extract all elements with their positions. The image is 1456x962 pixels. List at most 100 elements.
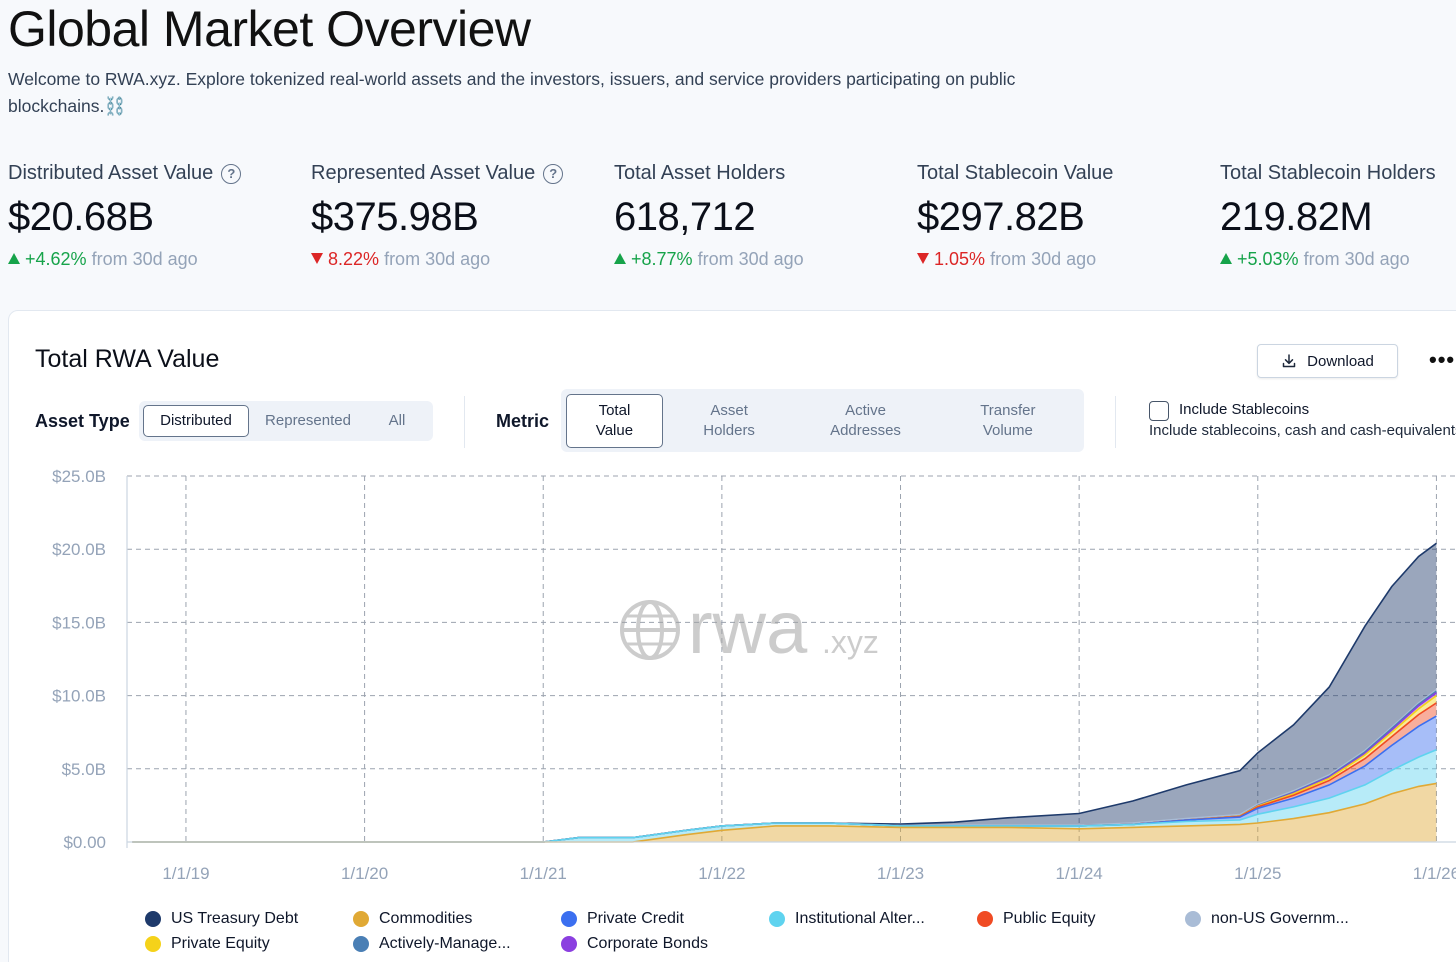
- legend-dot: [769, 911, 785, 927]
- metric-line: Addresses: [830, 421, 901, 439]
- x-tick-label: 1/1/19: [162, 864, 209, 883]
- stat-total-stablecoin-value: Total Stablecoin Value $297.82B 1.05% fr…: [917, 162, 1217, 270]
- legend-dot: [145, 911, 161, 927]
- download-button[interactable]: Download: [1257, 344, 1398, 378]
- stat-represented-asset-value: Represented Asset Value? $375.98B 8.22% …: [311, 162, 611, 270]
- stat-value: $375.98B: [311, 195, 479, 239]
- help-icon[interactable]: ?: [221, 163, 242, 184]
- legend-item-private-equity[interactable]: Private Equity: [145, 935, 270, 953]
- stat-change: +8.77% from 30d ago: [614, 249, 914, 270]
- legend-label: Private Equity: [171, 935, 270, 952]
- legend-item-public-equity[interactable]: Public Equity: [977, 910, 1096, 928]
- legend-dot: [145, 936, 161, 952]
- stat-label: Total Stablecoin Holders: [1220, 162, 1436, 184]
- y-tick-label: $15.0B: [52, 613, 106, 632]
- asset-type-all[interactable]: All: [367, 405, 427, 437]
- x-tick-label: 1/1/23: [877, 864, 924, 883]
- x-tick-label: 1/1/25: [1234, 864, 1281, 883]
- help-icon[interactable]: ?: [543, 163, 564, 184]
- stat-value: $297.82B: [917, 195, 1085, 239]
- asset-type-toggle: Distributed Represented All: [139, 401, 433, 441]
- x-tick-label: 1/1/22: [698, 864, 745, 883]
- legend-dot: [561, 936, 577, 952]
- metric-line: Asset: [710, 401, 748, 419]
- y-tick-label: $0.00: [63, 833, 106, 852]
- stat-total-stablecoin-holders: Total Stablecoin Holders 219.82M +5.03% …: [1220, 162, 1456, 270]
- include-stablecoins-description: Include stablecoins, cash and cash-equiv…: [1149, 422, 1456, 439]
- metric-toggle: Total Value Asset Holders Active Addresses …: [561, 389, 1084, 452]
- y-tick-label: $5.0B: [62, 760, 106, 779]
- metric-line: Total: [598, 401, 631, 419]
- stat-total-asset-holders: Total Asset Holders 618,712 +8.77% from …: [614, 162, 914, 270]
- stat-value: 219.82M: [1220, 195, 1373, 239]
- download-label: Download: [1307, 352, 1374, 370]
- chart-grid: [127, 475, 1456, 842]
- metric-transfer-volume[interactable]: Transfer Volume: [936, 394, 1080, 448]
- card-title: Total RWA Value: [35, 345, 220, 373]
- stat-change-pct: +8.77%: [631, 249, 693, 269]
- legend-dot: [977, 911, 993, 927]
- stat-label: Total Stablecoin Value: [917, 162, 1114, 184]
- asset-type-label: Asset Type: [35, 411, 130, 431]
- stat-value: $20.68B: [8, 195, 154, 239]
- divider: [1115, 396, 1116, 448]
- stat-label: Represented Asset Value: [311, 162, 536, 184]
- x-tick-label: 1/1/26: [1413, 864, 1456, 883]
- stats-row: Distributed Asset Value? $20.68B +4.62% …: [8, 162, 1456, 282]
- legend-dot: [561, 911, 577, 927]
- chart-axes: $0.00 $5.0B $10.0B $15.0B $20.0B $25.0B 1/1/19…: [52, 467, 1456, 883]
- stat-change-pct: +4.62%: [25, 249, 87, 269]
- legend-label: Commodities: [379, 910, 473, 927]
- up-arrow-icon: [8, 253, 20, 264]
- down-arrow-icon: [917, 253, 929, 264]
- legend-item-actively-managed[interactable]: Actively-Manage...: [353, 935, 511, 953]
- more-options-icon[interactable]: •••: [1429, 347, 1456, 372]
- metric-line: Value: [595, 421, 634, 439]
- asset-type-represented[interactable]: Represented: [249, 405, 367, 437]
- metric-line: Holders: [703, 421, 755, 439]
- stat-change: +5.03% from 30d ago: [1220, 249, 1456, 270]
- x-tick-label: 1/1/21: [520, 864, 567, 883]
- watermark-text: rwa: [688, 586, 808, 669]
- metric-label: Metric: [496, 411, 550, 431]
- legend-item-commodities[interactable]: Commodities: [353, 910, 472, 928]
- legend-item-private-credit[interactable]: Private Credit: [561, 910, 684, 928]
- legend-dot: [1185, 911, 1201, 927]
- globe-icon: [620, 600, 680, 660]
- down-arrow-icon: [311, 253, 323, 264]
- legend-label: Institutional Alter...: [795, 910, 925, 927]
- legend-dot: [353, 936, 369, 952]
- stat-change-suffix: from 30d ago: [91, 249, 198, 269]
- stat-change: 1.05% from 30d ago: [917, 249, 1217, 270]
- metric-total-value[interactable]: Total Value: [566, 393, 663, 448]
- stat-change: +4.62% from 30d ago: [8, 249, 308, 270]
- legend-dot: [353, 911, 369, 927]
- y-tick-label: $10.0B: [52, 687, 106, 706]
- metric-line: Active: [845, 401, 886, 419]
- legend-item-institutional-alternatives[interactable]: Institutional Alter...: [769, 910, 925, 928]
- include-stablecoins-label[interactable]: Include Stablecoins: [1179, 401, 1310, 418]
- include-stablecoins-checkbox[interactable]: [1149, 401, 1169, 421]
- legend-item-non-us-government[interactable]: non-US Governm...: [1185, 910, 1349, 928]
- asset-type-distributed[interactable]: Distributed: [143, 405, 249, 437]
- stat-change-suffix: from 30d ago: [697, 249, 804, 269]
- metric-active-addresses[interactable]: Active Addresses: [795, 394, 935, 448]
- legend-item-us-treasury-debt[interactable]: US Treasury Debt: [145, 910, 298, 928]
- metric-line: Volume: [982, 421, 1033, 439]
- legend-label: Public Equity: [1003, 910, 1096, 927]
- stat-value: 618,712: [614, 195, 756, 239]
- legend-item-corporate-bonds[interactable]: Corporate Bonds: [561, 935, 708, 953]
- x-tick-label: 1/1/20: [341, 864, 388, 883]
- y-tick-label: $20.0B: [52, 540, 106, 559]
- up-arrow-icon: [1220, 253, 1232, 264]
- download-icon: [1282, 354, 1296, 368]
- metric-asset-holders[interactable]: Asset Holders: [663, 394, 795, 448]
- area-commodities: [132, 783, 1437, 842]
- legend-label: Corporate Bonds: [587, 935, 708, 952]
- metric-line: Transfer: [980, 401, 1036, 419]
- legend-label: non-US Governm...: [1211, 910, 1349, 927]
- stat-change-suffix: from 30d ago: [384, 249, 491, 269]
- x-tick-label: 1/1/24: [1056, 864, 1103, 883]
- legend-label: US Treasury Debt: [171, 910, 299, 927]
